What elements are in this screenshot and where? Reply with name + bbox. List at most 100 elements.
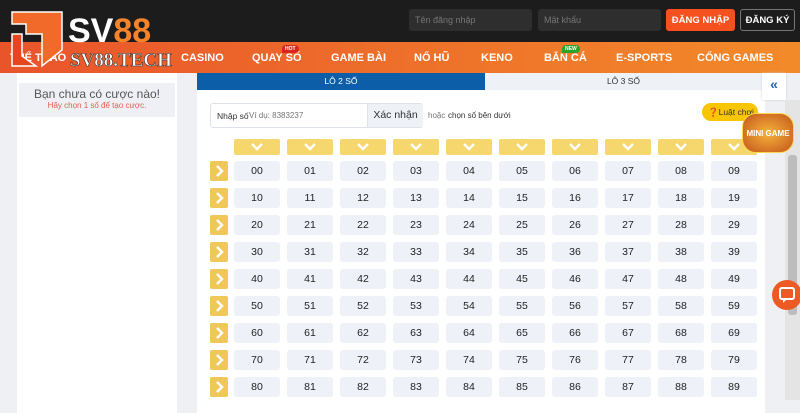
number-cell[interactable]: 34 xyxy=(446,242,492,262)
number-cell[interactable]: 45 xyxy=(499,269,545,289)
row-select-button[interactable] xyxy=(210,269,228,289)
nav-esports[interactable]: E-SPORTS xyxy=(616,52,673,64)
number-cell[interactable]: 49 xyxy=(711,269,757,289)
collapse-button[interactable]: « xyxy=(762,73,786,100)
column-select-button[interactable] xyxy=(552,139,598,155)
nav-lottery[interactable]: HOT QUAY SỐ xyxy=(252,45,302,64)
column-select-button[interactable] xyxy=(499,139,545,155)
tab-lo-3-so[interactable]: LÔ 3 SỐ xyxy=(485,73,762,90)
number-cell[interactable]: 81 xyxy=(287,377,333,397)
number-cell[interactable]: 30 xyxy=(234,242,280,262)
tab-lo-2-so[interactable]: LÔ 2 SỐ xyxy=(197,73,485,90)
number-cell[interactable]: 03 xyxy=(393,161,439,181)
row-select-button[interactable] xyxy=(210,323,228,343)
number-cell[interactable]: 06 xyxy=(552,161,598,181)
number-cell[interactable]: 17 xyxy=(605,188,651,208)
number-cell[interactable]: 78 xyxy=(658,350,704,370)
row-select-button[interactable] xyxy=(210,242,228,262)
number-cell[interactable]: 85 xyxy=(499,377,545,397)
number-cell[interactable]: 33 xyxy=(393,242,439,262)
number-cell[interactable]: 76 xyxy=(552,350,598,370)
number-cell[interactable]: 71 xyxy=(287,350,333,370)
number-cell[interactable]: 31 xyxy=(287,242,333,262)
nav-game-portal[interactable]: CỔNG GAMES xyxy=(697,52,774,64)
number-cell[interactable]: 27 xyxy=(605,215,651,235)
chat-button[interactable] xyxy=(772,280,800,310)
number-cell[interactable]: 54 xyxy=(446,296,492,316)
number-cell[interactable]: 52 xyxy=(340,296,386,316)
login-button[interactable]: ĐĂNG NHẬP xyxy=(666,9,735,31)
number-cell[interactable]: 83 xyxy=(393,377,439,397)
number-cell[interactable]: 75 xyxy=(499,350,545,370)
number-cell[interactable]: 48 xyxy=(658,269,704,289)
row-select-button[interactable] xyxy=(210,296,228,316)
number-cell[interactable]: 11 xyxy=(287,188,333,208)
number-cell[interactable]: 37 xyxy=(605,242,651,262)
number-cell[interactable]: 18 xyxy=(658,188,704,208)
number-cell[interactable]: 56 xyxy=(552,296,598,316)
column-select-button[interactable] xyxy=(393,139,439,155)
nav-fishing[interactable]: NEW BẮN CÁ xyxy=(544,45,587,64)
number-cell[interactable]: 77 xyxy=(605,350,651,370)
number-cell[interactable]: 50 xyxy=(234,296,280,316)
scrollbar-thumb[interactable] xyxy=(788,155,797,315)
column-select-button[interactable] xyxy=(340,139,386,155)
number-cell[interactable]: 35 xyxy=(499,242,545,262)
number-cell[interactable]: 63 xyxy=(393,323,439,343)
number-cell[interactable]: 14 xyxy=(446,188,492,208)
number-cell[interactable]: 82 xyxy=(340,377,386,397)
number-cell[interactable]: 25 xyxy=(499,215,545,235)
confirm-button[interactable]: Xác nhận xyxy=(367,104,423,127)
number-cell[interactable]: 19 xyxy=(711,188,757,208)
number-cell[interactable]: 51 xyxy=(287,296,333,316)
number-cell[interactable]: 10 xyxy=(234,188,280,208)
row-select-button[interactable] xyxy=(210,161,228,181)
number-cell[interactable]: 46 xyxy=(552,269,598,289)
number-cell[interactable]: 86 xyxy=(552,377,598,397)
row-select-button[interactable] xyxy=(210,350,228,370)
number-cell[interactable]: 67 xyxy=(605,323,651,343)
row-select-button[interactable] xyxy=(210,188,228,208)
register-button[interactable]: ĐĂNG KÝ xyxy=(740,9,795,31)
number-cell[interactable]: 04 xyxy=(446,161,492,181)
number-cell[interactable]: 26 xyxy=(552,215,598,235)
number-cell[interactable]: 09 xyxy=(711,161,757,181)
number-cell[interactable]: 05 xyxy=(499,161,545,181)
number-cell[interactable]: 20 xyxy=(234,215,280,235)
username-input[interactable] xyxy=(409,9,532,31)
number-cell[interactable]: 08 xyxy=(658,161,704,181)
column-select-button[interactable] xyxy=(287,139,333,155)
number-cell[interactable]: 15 xyxy=(499,188,545,208)
number-cell[interactable]: 61 xyxy=(287,323,333,343)
number-cell[interactable]: 88 xyxy=(658,377,704,397)
number-cell[interactable]: 87 xyxy=(605,377,651,397)
number-cell[interactable]: 60 xyxy=(234,323,280,343)
number-cell[interactable]: 66 xyxy=(552,323,598,343)
number-cell[interactable]: 65 xyxy=(499,323,545,343)
number-cell[interactable]: 73 xyxy=(393,350,439,370)
number-cell[interactable]: 12 xyxy=(340,188,386,208)
number-input[interactable] xyxy=(249,107,364,124)
number-cell[interactable]: 80 xyxy=(234,377,280,397)
number-cell[interactable]: 43 xyxy=(393,269,439,289)
number-cell[interactable]: 58 xyxy=(658,296,704,316)
number-cell[interactable]: 02 xyxy=(340,161,386,181)
number-cell[interactable]: 00 xyxy=(234,161,280,181)
number-cell[interactable]: 32 xyxy=(340,242,386,262)
number-cell[interactable]: 57 xyxy=(605,296,651,316)
number-cell[interactable]: 69 xyxy=(711,323,757,343)
number-cell[interactable]: 36 xyxy=(552,242,598,262)
number-cell[interactable]: 21 xyxy=(287,215,333,235)
number-cell[interactable]: 16 xyxy=(552,188,598,208)
column-select-button[interactable] xyxy=(605,139,651,155)
brand-logo[interactable]: SV88 SV88.TECH xyxy=(8,4,198,74)
number-cell[interactable]: 70 xyxy=(234,350,280,370)
number-cell[interactable]: 68 xyxy=(658,323,704,343)
number-cell[interactable]: 53 xyxy=(393,296,439,316)
number-cell[interactable]: 40 xyxy=(234,269,280,289)
number-cell[interactable]: 42 xyxy=(340,269,386,289)
nav-slots[interactable]: NỔ HŨ xyxy=(414,52,450,64)
number-cell[interactable]: 44 xyxy=(446,269,492,289)
number-cell[interactable]: 23 xyxy=(393,215,439,235)
number-cell[interactable]: 89 xyxy=(711,377,757,397)
